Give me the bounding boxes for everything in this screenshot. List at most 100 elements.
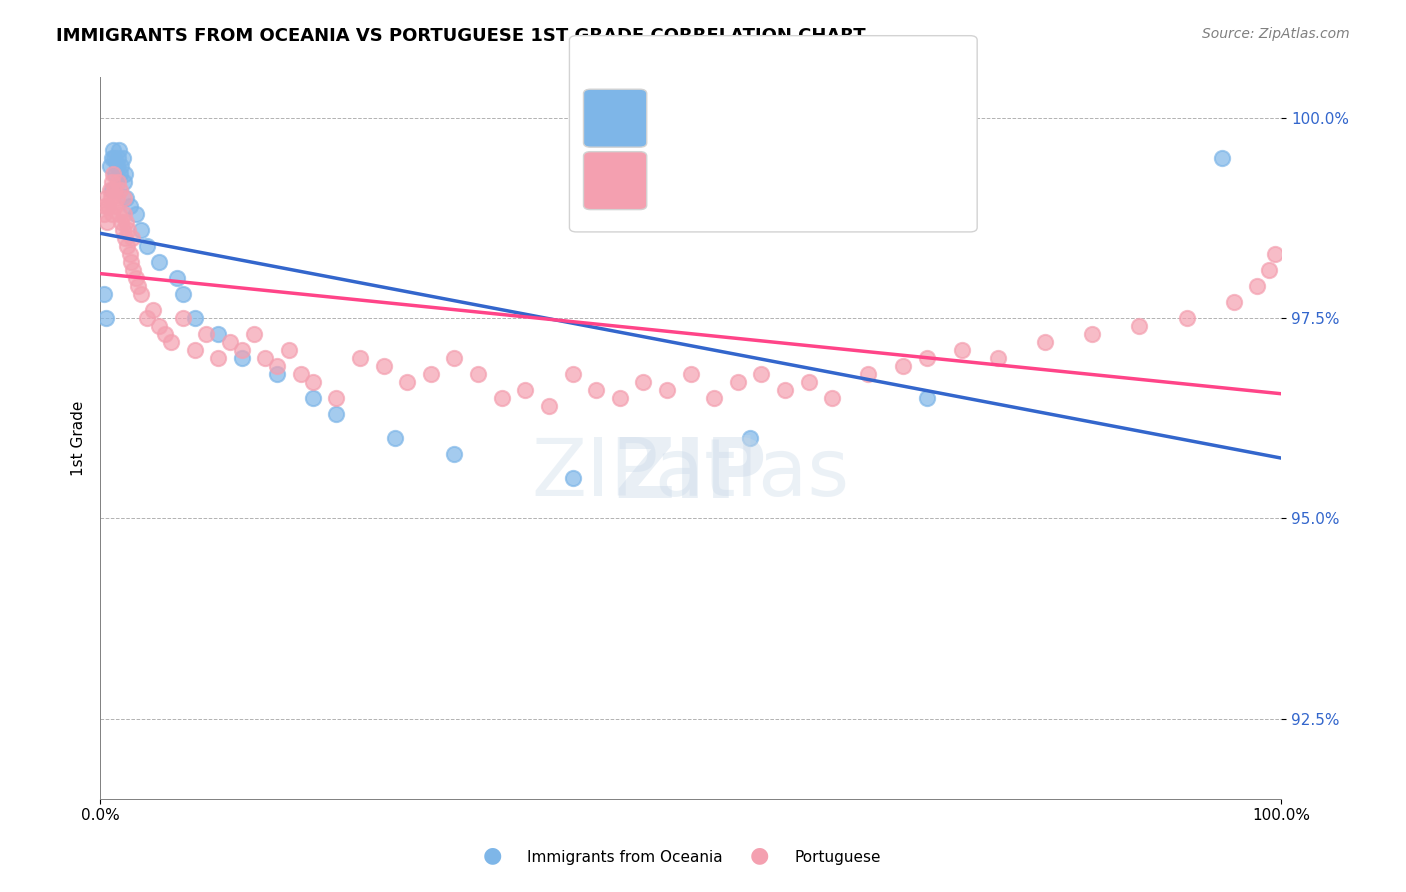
Point [108, 167, 131, 181]
Point [110, 159, 132, 173]
Point [101, 175, 124, 189]
Point [93, 286, 115, 301]
Point [112, 207, 135, 221]
Point [891, 359, 914, 373]
Point [915, 351, 938, 365]
Point [108, 207, 131, 221]
Point [94, 199, 117, 213]
Point [491, 391, 513, 405]
Point [108, 143, 131, 157]
Point [515, 383, 537, 397]
Text: ZIP: ZIP [614, 434, 766, 515]
Point [160, 334, 183, 349]
Point [114, 167, 136, 181]
Point [773, 383, 796, 397]
Point [633, 375, 655, 389]
Point [1211, 151, 1233, 165]
Point [105, 191, 128, 205]
Y-axis label: 1st Grade: 1st Grade [72, 401, 86, 475]
Point [97, 199, 120, 213]
Point [112, 175, 135, 189]
Point [290, 367, 312, 381]
Point [738, 431, 761, 445]
Point [118, 246, 141, 260]
Point [98, 159, 121, 173]
Point [172, 286, 194, 301]
Point [207, 326, 229, 341]
Point [131, 223, 153, 237]
Text: ●: ● [749, 846, 769, 865]
Point [1175, 310, 1198, 325]
Point [104, 199, 127, 213]
Point [101, 143, 124, 157]
Point [703, 391, 725, 405]
Point [537, 399, 560, 413]
Point [727, 375, 749, 389]
Point [183, 310, 205, 325]
Point [107, 175, 129, 189]
Point [100, 191, 122, 205]
Point [266, 367, 288, 381]
Point [301, 375, 323, 389]
Point [915, 391, 938, 405]
Point [118, 199, 141, 213]
Text: Immigrants from Oceania: Immigrants from Oceania [527, 850, 723, 865]
Point [103, 151, 125, 165]
Point [219, 334, 242, 349]
Point [101, 207, 124, 221]
Point [115, 215, 138, 229]
Point [1258, 262, 1281, 277]
Point [1264, 246, 1286, 260]
Point [751, 367, 773, 381]
Point [142, 302, 165, 317]
Point [384, 431, 406, 445]
Point [124, 207, 146, 221]
Point [110, 215, 132, 229]
Point [655, 383, 678, 397]
Point [121, 231, 143, 245]
Point [1081, 326, 1104, 341]
Point [117, 239, 139, 253]
Point [266, 359, 288, 373]
Point [94, 191, 117, 205]
Text: ●: ● [482, 846, 502, 865]
Point [148, 254, 170, 268]
Point [325, 391, 347, 405]
Text: Source: ZipAtlas.com: Source: ZipAtlas.com [1202, 27, 1350, 41]
Point [609, 391, 631, 405]
Point [419, 367, 441, 381]
Point [821, 391, 844, 405]
Point [115, 191, 138, 205]
Point [136, 239, 159, 253]
Point [117, 223, 139, 237]
Point [987, 351, 1010, 365]
Point [1246, 278, 1268, 293]
Point [136, 310, 159, 325]
Point [101, 167, 124, 181]
Point [96, 215, 118, 229]
Point [111, 223, 134, 237]
Text: R = 0.129    N = 83: R = 0.129 N = 83 [654, 155, 860, 175]
Point [443, 351, 465, 365]
Point [561, 471, 583, 485]
Point [1128, 318, 1150, 333]
Point [443, 447, 465, 461]
Point [797, 375, 820, 389]
Point [127, 278, 149, 293]
Point [124, 270, 146, 285]
Point [101, 183, 124, 197]
Point [301, 391, 323, 405]
Point [373, 359, 395, 373]
Point [108, 183, 131, 197]
Point [679, 367, 702, 381]
Point [242, 326, 264, 341]
Point [172, 310, 194, 325]
Point [94, 310, 117, 325]
Point [131, 286, 153, 301]
Point [325, 407, 347, 421]
Point [1223, 294, 1246, 309]
Point [101, 151, 124, 165]
Point [105, 159, 128, 173]
Point [396, 375, 419, 389]
Point [207, 351, 229, 365]
